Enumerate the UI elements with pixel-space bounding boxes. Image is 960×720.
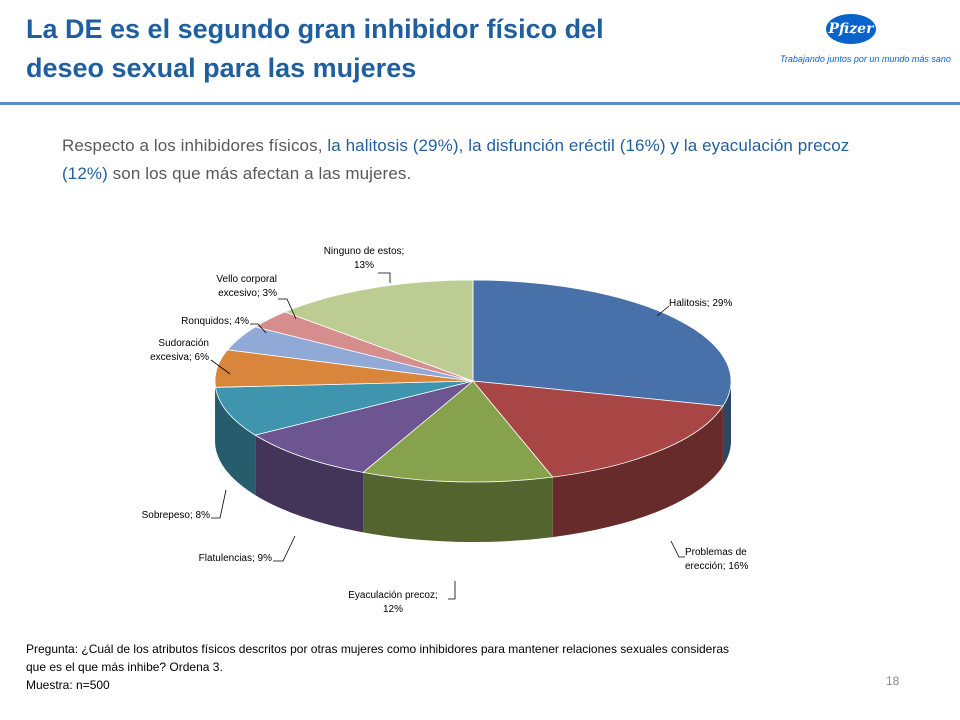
data-label-ninguno-de-estos: Ninguno de estos; 13% bbox=[324, 246, 405, 271]
data-label-sobrepeso: Sobrepeso; 8% bbox=[142, 510, 210, 521]
leader-line-sudoracion-excesiva bbox=[210, 359, 231, 375]
footnote-sample: Muestra: n=500 bbox=[26, 678, 110, 692]
footnote: Pregunta: ¿Cuál de los atributos físicos… bbox=[26, 640, 886, 694]
data-label-line: Eyaculación precoz; bbox=[348, 590, 438, 601]
pie-data-labels: Halitosis; 29% Problemas de erección; 16% E… bbox=[142, 246, 749, 615]
pie-side-eyaculacion-precoz bbox=[363, 472, 553, 543]
pie-chart: Halitosis; 29% Problemas de erección; 16% E… bbox=[142, 246, 749, 615]
footnote-question-cont: que es el que más inhibe? Ordena 3. bbox=[26, 660, 223, 674]
pie-slice-flatulencias bbox=[254, 380, 474, 473]
data-label-line: Flatulencias; 9% bbox=[199, 553, 272, 564]
leader-line-vello-corporal-excesivo bbox=[278, 298, 297, 320]
pie-side-sudoracion-excesiva bbox=[215, 381, 216, 448]
leader-line-flatulencias bbox=[273, 535, 296, 562]
data-label-line: excesiva; 6% bbox=[150, 352, 209, 363]
data-label-problemas-de-ereccion: Problemas de erección; 16% bbox=[685, 547, 748, 572]
leader-line-sobrepeso bbox=[211, 489, 227, 519]
data-label-line: Sobrepeso; 8% bbox=[142, 510, 210, 521]
pie-side-halitosis bbox=[722, 381, 731, 467]
intro-text-highlight: la halitosis (29%), la disfunción erécti… bbox=[62, 136, 850, 183]
pie-side-sobrepeso bbox=[215, 387, 256, 496]
leader-line-ronquidos bbox=[250, 323, 267, 334]
intro-text-part-1: Respecto a los inhibidores físicos, bbox=[62, 136, 328, 155]
pfizer-logo-mark: Pfizer bbox=[826, 14, 876, 44]
leader-line-halitosis bbox=[656, 305, 670, 317]
pie-slice-halitosis bbox=[472, 279, 732, 407]
leader-line-problemas-de-ereccion bbox=[670, 540, 685, 558]
data-label-line: Ninguno de estos; bbox=[324, 246, 405, 257]
data-label-eyaculacion-precoz: Eyaculación precoz; 12% bbox=[348, 590, 438, 615]
footnote-question: Pregunta: ¿Cuál de los atributos físicos… bbox=[26, 642, 730, 656]
intro-text: Respecto a los inhibidores físicos, la h… bbox=[62, 132, 882, 188]
leader-line-eyaculacion-precoz bbox=[448, 581, 456, 600]
data-label-flatulencias: Flatulencias; 9% bbox=[199, 553, 272, 564]
data-label-line: Halitosis; 29% bbox=[669, 298, 732, 309]
page-number: 18 bbox=[886, 674, 900, 688]
data-label-line: Ronquidos; 4% bbox=[181, 316, 249, 327]
slide-title: La DE es el segundo gran inhibidor físic… bbox=[26, 10, 746, 88]
data-label-line: Vello corporal bbox=[216, 274, 277, 285]
pie-sides bbox=[215, 381, 731, 543]
data-label-line: excesivo; 3% bbox=[218, 288, 277, 299]
pie-slice-sobrepeso bbox=[215, 380, 474, 436]
data-label-line: Sudoración bbox=[158, 338, 209, 349]
data-label-sudoracion-excesiva: Sudoración excesiva; 6% bbox=[150, 338, 209, 363]
data-label-vello-corporal-excesivo: Vello corporal excesivo; 3% bbox=[216, 274, 277, 299]
intro-text-part-2: son los que más afectan a las mujeres. bbox=[107, 164, 412, 183]
data-label-line: 12% bbox=[383, 604, 403, 615]
slide-title-line-1: La DE es el segundo gran inhibidor físic… bbox=[26, 14, 604, 44]
pie-slice-problemas-de-ereccion bbox=[472, 380, 724, 478]
pie-side-flatulencias bbox=[255, 435, 364, 533]
pie-leader-lines bbox=[210, 272, 685, 600]
leader-line-ninguno-de-estos bbox=[378, 272, 391, 283]
pie-slice-eyaculacion-precoz bbox=[362, 380, 554, 483]
data-label-line: erección; 16% bbox=[685, 561, 748, 572]
pfizer-logo: Pfizer Trabajando juntos por un mundo má… bbox=[780, 14, 951, 66]
pie-side-problemas-de-ereccion bbox=[552, 406, 723, 538]
slide-title-line-2: deseo sexual para las mujeres bbox=[26, 53, 417, 83]
title-divider bbox=[0, 102, 960, 105]
pie-slice-ninguno-de-estos bbox=[283, 279, 474, 382]
pfizer-logo-tagline: Trabajando juntos por un mundo más sano bbox=[780, 54, 951, 64]
data-label-halitosis: Halitosis; 29% bbox=[669, 298, 732, 309]
data-label-ronquidos: Ronquidos; 4% bbox=[181, 316, 249, 327]
data-label-line: 13% bbox=[354, 260, 374, 271]
pie-top bbox=[214, 279, 732, 483]
data-label-line: Problemas de bbox=[685, 547, 747, 558]
